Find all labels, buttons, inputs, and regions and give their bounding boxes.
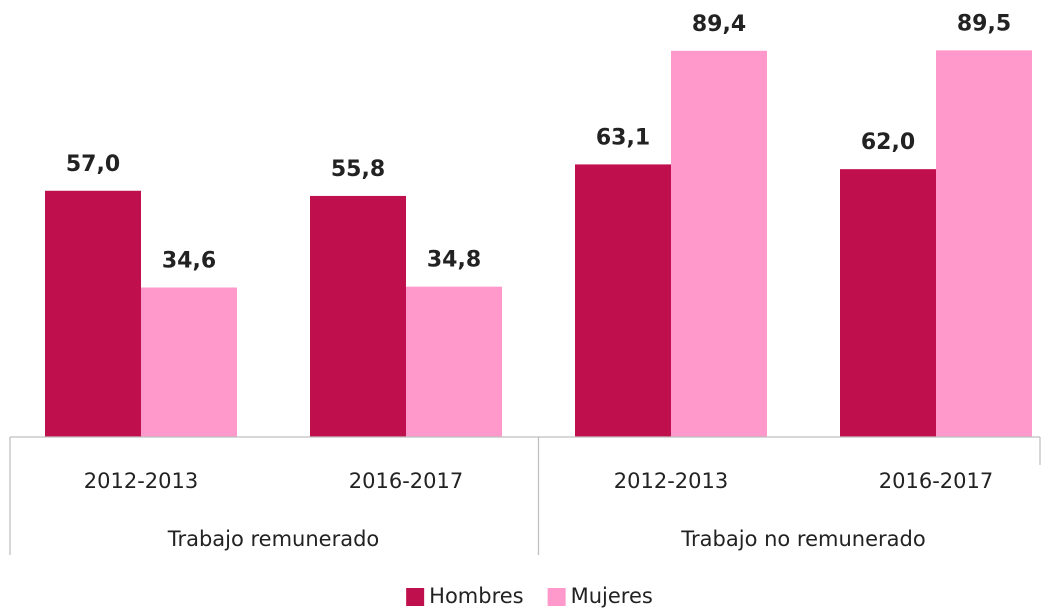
legend-swatch bbox=[406, 588, 425, 606]
legend-swatch bbox=[547, 588, 566, 606]
x-tick-label: 2012-2013 bbox=[84, 469, 198, 493]
x-tick-label: 2016-2017 bbox=[879, 469, 993, 493]
legend-label: Hombres bbox=[429, 584, 523, 608]
data-label: 89,5 bbox=[957, 11, 1011, 36]
legend-label: Mujeres bbox=[571, 584, 653, 608]
bar bbox=[936, 50, 1032, 438]
bar bbox=[141, 287, 237, 437]
data-label: 62,0 bbox=[861, 130, 915, 155]
group-label: Trabajo no remunerado bbox=[680, 527, 925, 551]
bar bbox=[840, 169, 936, 437]
data-label: 34,6 bbox=[162, 249, 216, 274]
data-label: 55,8 bbox=[331, 157, 385, 182]
data-label: 34,8 bbox=[427, 248, 481, 273]
group-label: Trabajo remunerado bbox=[167, 527, 380, 551]
bar bbox=[310, 195, 406, 437]
data-label: 57,0 bbox=[66, 152, 120, 177]
bar bbox=[671, 50, 767, 438]
data-label: 63,1 bbox=[596, 125, 650, 150]
data-label: 89,4 bbox=[692, 12, 746, 37]
bar bbox=[45, 190, 141, 437]
x-tick-label: 2012-2013 bbox=[614, 469, 728, 493]
bar bbox=[406, 286, 502, 437]
bar bbox=[575, 164, 671, 437]
x-tick-label: 2016-2017 bbox=[349, 469, 463, 493]
